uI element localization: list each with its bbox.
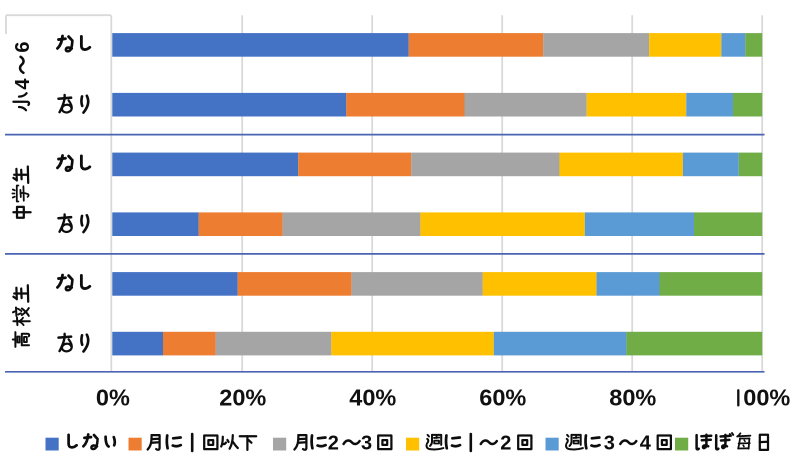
svg-text:4: 4 (12, 78, 34, 90)
svg-text:20%: 20% (219, 385, 266, 411)
svg-text:3: 3 (361, 433, 372, 455)
svg-text:2: 2 (500, 433, 511, 455)
svg-text:4: 4 (640, 433, 652, 455)
svg-text:40%: 40% (349, 385, 396, 411)
svg-text:2: 2 (328, 433, 339, 455)
svg-text:0%: 0% (96, 385, 130, 411)
svg-text:6: 6 (12, 41, 34, 52)
svg-text:3: 3 (604, 433, 615, 455)
svg-text:80%: 80% (609, 385, 656, 411)
svg-text:00%: 00% (743, 385, 790, 411)
svg-text:60%: 60% (479, 385, 526, 411)
